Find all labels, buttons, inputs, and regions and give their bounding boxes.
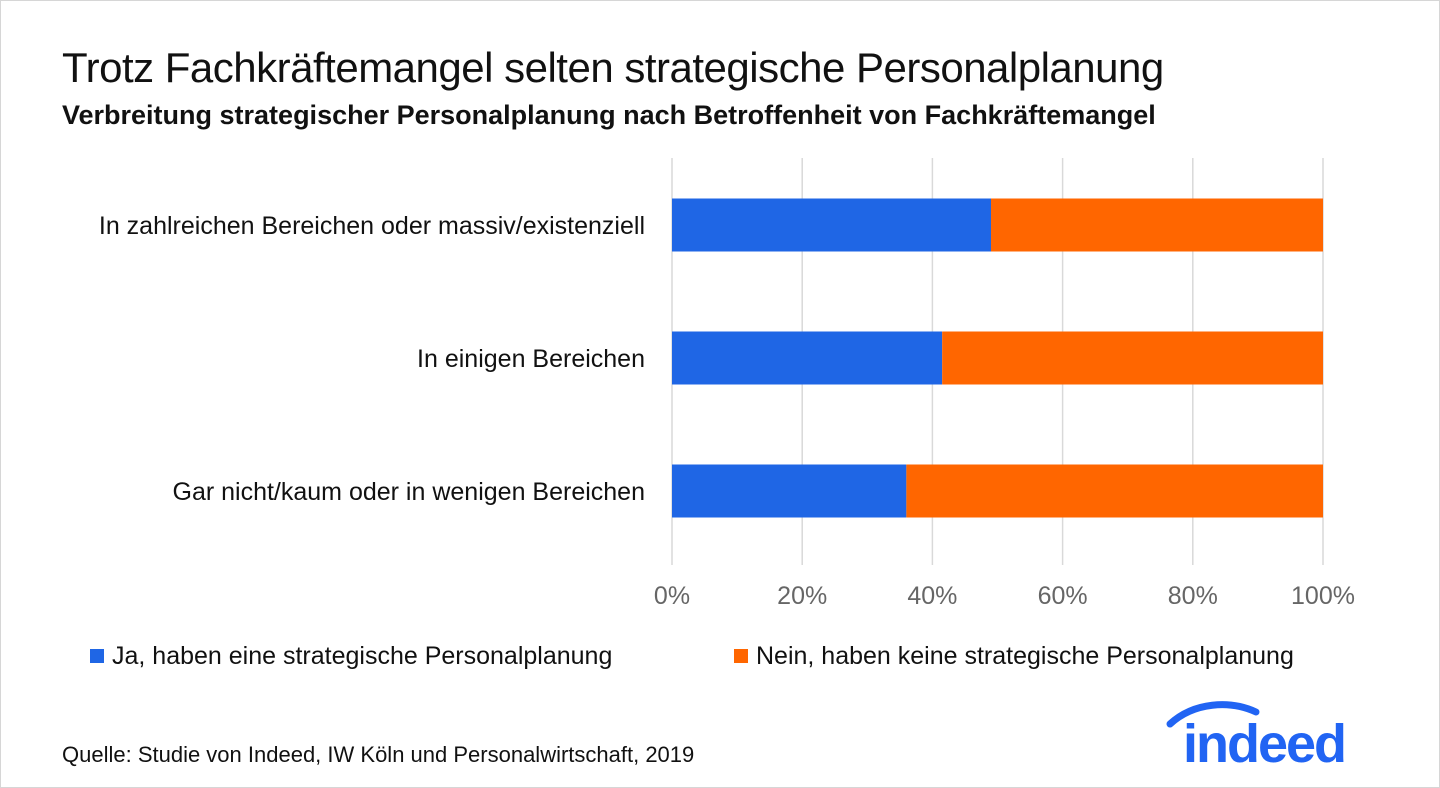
bar-segment [672, 464, 907, 518]
x-tick-label: 20% [777, 582, 827, 610]
x-tick-label: 0% [654, 582, 690, 610]
logo-text: indeed [1183, 714, 1345, 774]
x-tick-label: 60% [1038, 582, 1088, 610]
legend-item-nein: Nein, haben keine strategische Personalp… [734, 638, 1294, 674]
category-label: Gar nicht/kaum oder in wenigen Bereichen [173, 478, 646, 506]
category-label: In zahlreichen Bereichen oder massiv/exi… [99, 212, 645, 240]
bar-segment [906, 464, 1323, 518]
indeed-logo: indeed [1166, 701, 1347, 774]
category-label: In einigen Bereichen [417, 345, 645, 373]
legend-label-ja: Ja, haben eine strategische Personalplan… [112, 641, 613, 670]
legend-swatch-ja [90, 649, 104, 663]
legend-label-nein: Nein, haben keine strategische Personalp… [756, 641, 1294, 670]
bar-segment [672, 198, 991, 252]
chart-subtitle: Verbreitung strategischer Personalplanun… [62, 100, 1156, 130]
x-tick-label: 80% [1168, 582, 1218, 610]
legend-swatch-nein [734, 649, 748, 663]
source-note: Quelle: Studie von Indeed, IW Köln und P… [62, 742, 695, 767]
legend-item-ja: Ja, haben eine strategische Personalplan… [90, 638, 612, 674]
bar-segment [942, 331, 1323, 385]
bar-segment [672, 331, 943, 385]
bar-segment [990, 198, 1323, 252]
logo-arc [1166, 701, 1260, 728]
x-tick-label: 100% [1291, 582, 1355, 610]
x-tick-label: 40% [907, 582, 957, 610]
chart-title: Trotz Fachkräftemangel selten strategisc… [62, 44, 1164, 91]
